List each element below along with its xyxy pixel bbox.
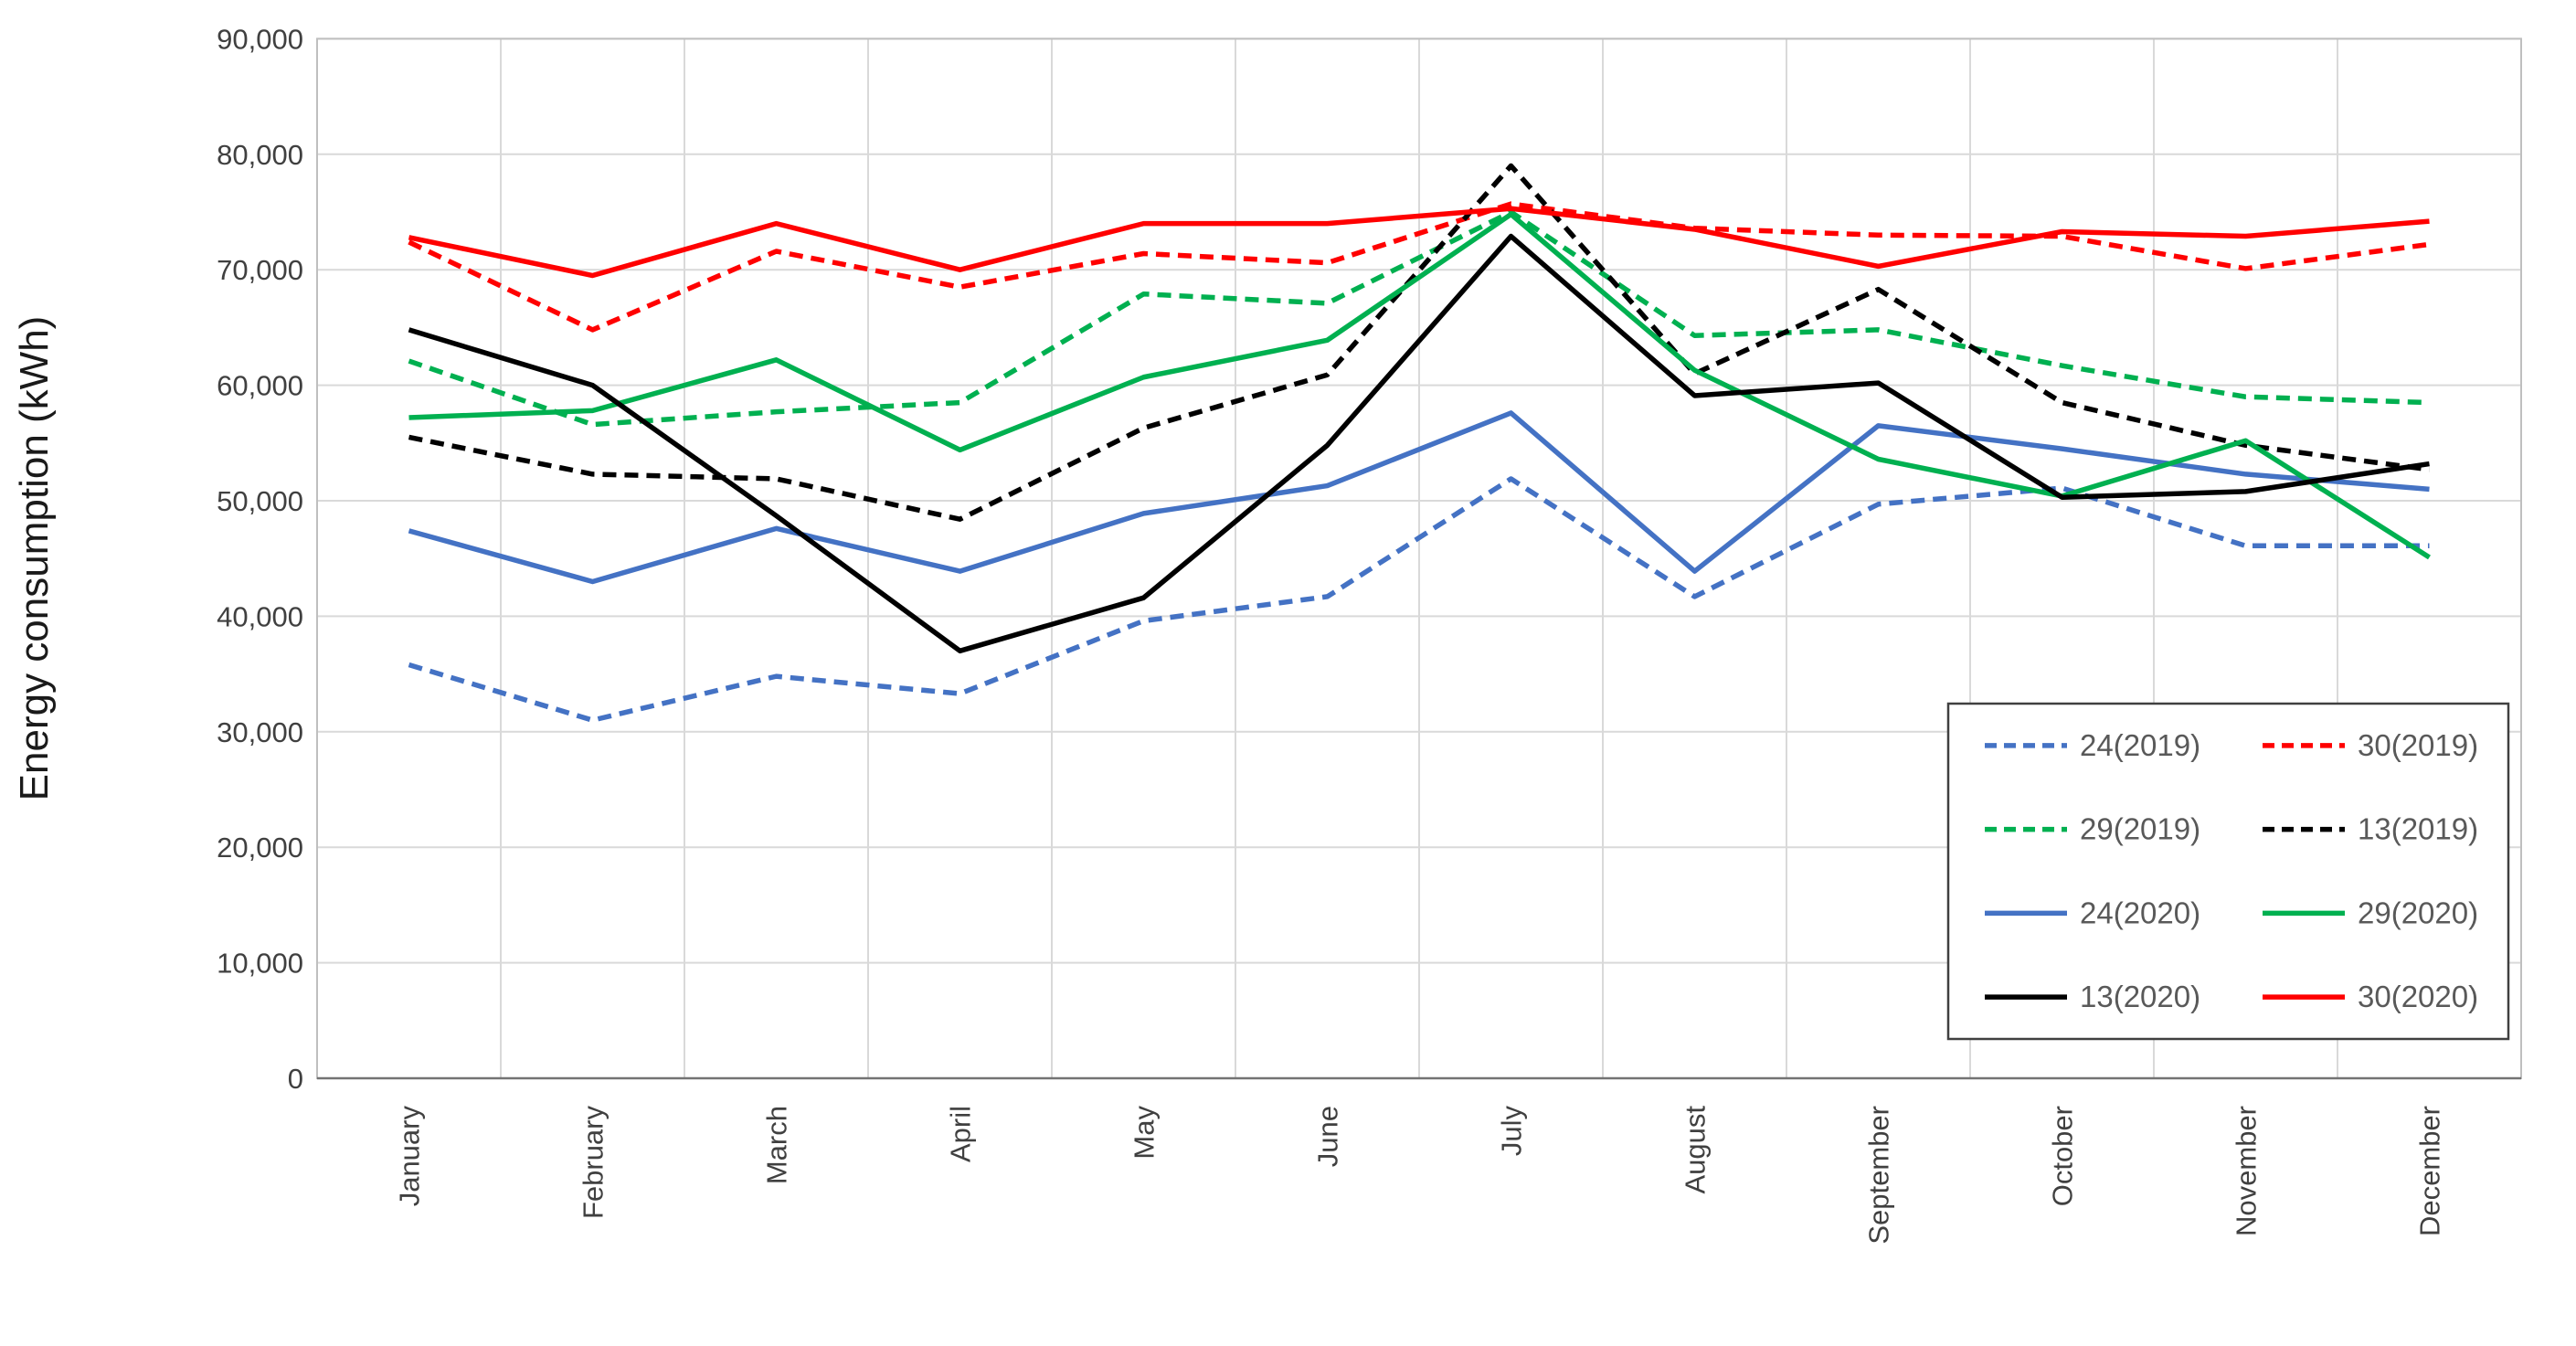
y-axis-title: Energy consumption (kWh) xyxy=(12,316,57,801)
series-line-29(2020) xyxy=(408,211,2431,560)
series-line-13(2019) xyxy=(408,163,2430,522)
y-tick-label: 0 xyxy=(288,1063,303,1095)
x-tick-label: November xyxy=(2231,1106,2263,1236)
y-tick-label: 90,000 xyxy=(217,23,303,55)
series-line-13(2020) xyxy=(408,233,2430,654)
y-tick-label: 20,000 xyxy=(217,832,303,864)
series-line-30(2019) xyxy=(408,201,2430,333)
legend-label-13(2020): 13(2020) xyxy=(2080,980,2200,1013)
y-tick-label: 30,000 xyxy=(217,716,303,748)
legend-label-30(2019): 30(2019) xyxy=(2358,728,2478,762)
legend-label-24(2020): 24(2020) xyxy=(2080,896,2200,929)
legend-label-30(2020): 30(2020) xyxy=(2358,980,2478,1013)
x-tick-label: January xyxy=(394,1106,426,1207)
series-line-24(2020) xyxy=(408,410,2430,585)
y-tick-label: 40,000 xyxy=(217,600,303,632)
y-tick-label: 10,000 xyxy=(217,948,303,980)
x-tick-label: September xyxy=(1863,1106,1895,1245)
x-tick-label: April xyxy=(945,1106,977,1162)
y-tick-label: 80,000 xyxy=(217,139,303,171)
y-tick-label: 60,000 xyxy=(217,370,303,402)
x-tick-label: June xyxy=(1312,1106,1344,1167)
x-tick-label: February xyxy=(578,1106,610,1220)
legend-label-29(2019): 29(2019) xyxy=(2080,812,2200,846)
x-tick-label: May xyxy=(1129,1106,1161,1160)
y-tick-label: 70,000 xyxy=(217,254,303,286)
x-tick-label: October xyxy=(2047,1106,2079,1206)
series-line-29(2019) xyxy=(408,209,2430,428)
x-tick-label: December xyxy=(2414,1106,2446,1236)
legend-label-24(2019): 24(2019) xyxy=(2080,728,2200,762)
legend-box xyxy=(1946,702,2510,1041)
legend-label-13(2019): 13(2019) xyxy=(2358,812,2478,846)
x-tick-label: March xyxy=(761,1106,793,1184)
x-tick-label: August xyxy=(1680,1106,1712,1194)
y-tick-label: 50,000 xyxy=(217,485,303,517)
x-tick-label: July xyxy=(1496,1106,1528,1157)
series-line-30(2020) xyxy=(408,206,2430,279)
legend-label-29(2020): 29(2020) xyxy=(2358,896,2478,929)
